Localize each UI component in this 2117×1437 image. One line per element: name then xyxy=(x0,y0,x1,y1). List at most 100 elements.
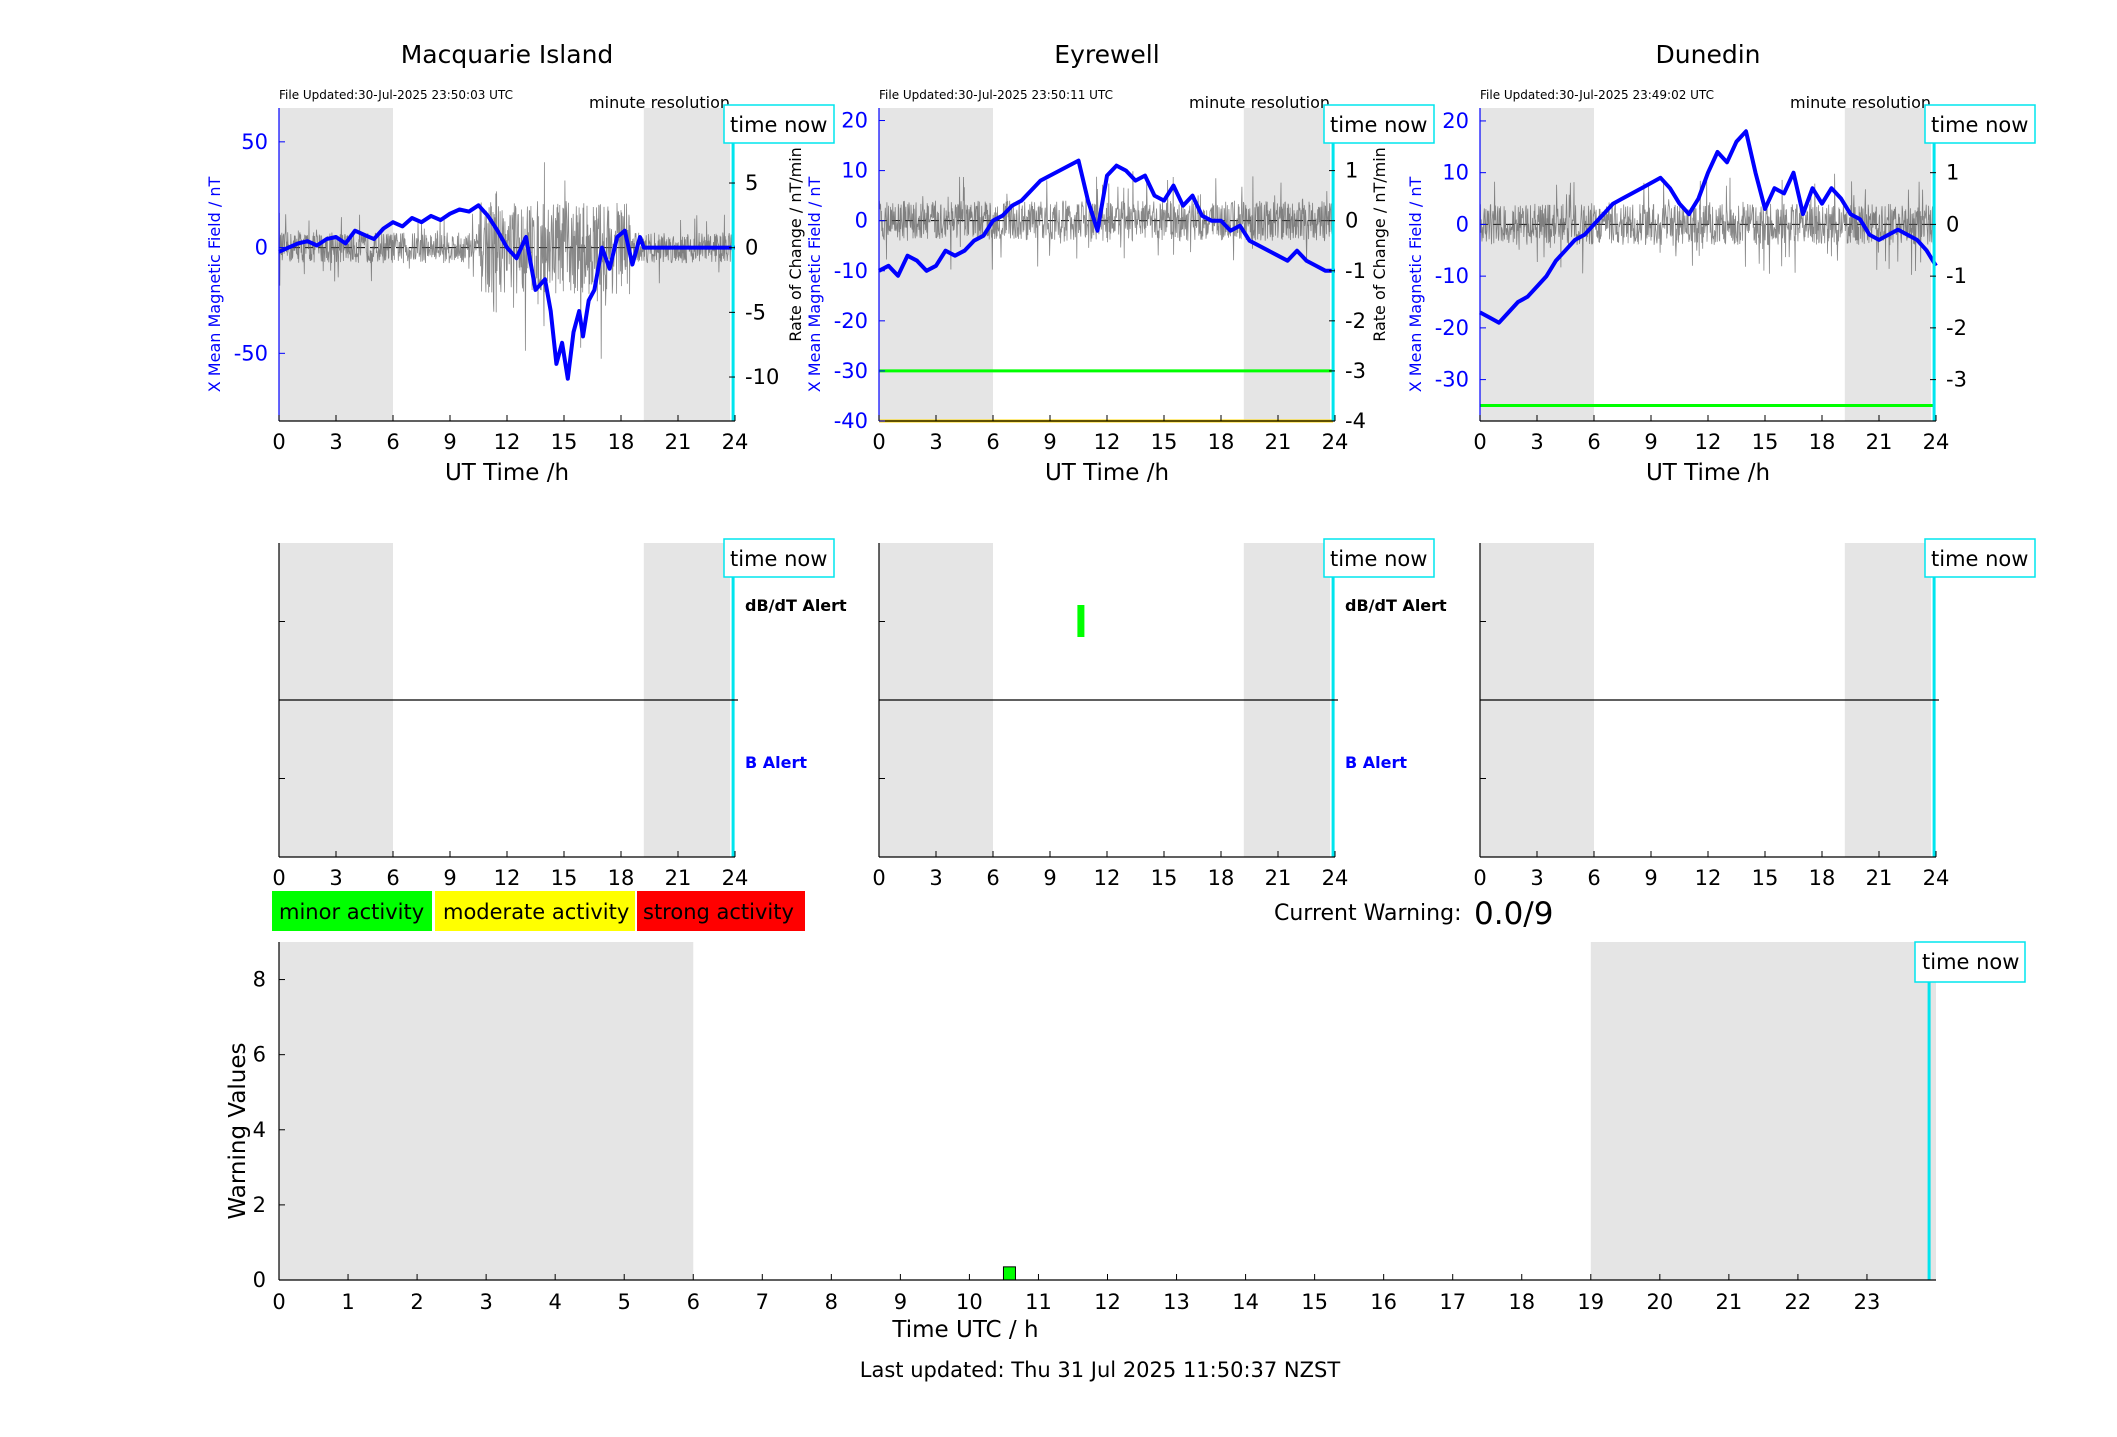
alert3-time-now-box xyxy=(1924,538,2036,578)
panel2-x-tick-label: 18 xyxy=(1208,430,1235,454)
warning-x-tick-label: 16 xyxy=(1370,1290,1397,1314)
panel2-x-tick-label: 0 xyxy=(872,430,885,454)
panel1-y-right-tick-label: -5 xyxy=(745,300,766,324)
panel3-y-tick-label: 10 xyxy=(1442,161,1469,185)
panel1-minute-resolution: minute resolution xyxy=(589,93,730,112)
legend-strong-label: strong activity xyxy=(643,900,794,924)
panel3-x-tick-label: 6 xyxy=(1587,430,1600,454)
current-warning-value: 0.0/9 xyxy=(1474,896,1553,932)
warning-x-tick-label: 1 xyxy=(341,1290,354,1314)
warning-x-tick-label: 0 xyxy=(272,1290,285,1314)
alert1-x-tick-label: 6 xyxy=(386,866,399,890)
panel3-time-now-label: time now xyxy=(1931,113,2028,137)
warning-x-tick-label: 8 xyxy=(825,1290,838,1314)
panel2-field-line xyxy=(878,158,1335,278)
panel2-y-right-tick-label: -3 xyxy=(1345,359,1366,383)
warning-night-band xyxy=(279,942,694,1280)
alert2-x-tick-label: 15 xyxy=(1151,866,1178,890)
panel2-y-right-tick-label: 1 xyxy=(1345,159,1358,183)
panel2-y-tick-label: -10 xyxy=(834,259,868,283)
panel1-y-right-tick-label: -10 xyxy=(745,365,779,389)
alert3-x-tick-label: 18 xyxy=(1809,866,1836,890)
panel2-y-right-tick-label: -4 xyxy=(1345,409,1366,433)
panel2-y-tick-label: -30 xyxy=(834,359,868,383)
panel2-y-right-tick-label: -1 xyxy=(1345,259,1366,283)
panel3-y-right-tick-label: -2 xyxy=(1946,316,1967,340)
panel3-night-band xyxy=(1480,108,1594,421)
warning-time-now-label: time now xyxy=(1922,950,2019,974)
panel2-y-right-label: Rate of Change / nT/min xyxy=(786,147,805,342)
panel2-x-tick-label: 15 xyxy=(1151,430,1178,454)
alert2-dbdt-alert-label: dB/dT Alert xyxy=(1345,596,1447,615)
alert2-b-alert-label: B Alert xyxy=(1345,753,1407,772)
panel2-y-tick-label: -20 xyxy=(834,309,868,333)
warning-x-tick-label: 22 xyxy=(1785,1290,1812,1314)
alert1-x-tick-label: 0 xyxy=(272,866,285,890)
panel1-night-band xyxy=(643,108,730,421)
warning-x-tick-label: 3 xyxy=(479,1290,492,1314)
panel2-x-tick-label: 6 xyxy=(986,430,999,454)
panel2-title: Eyrewell xyxy=(1054,40,1159,69)
panel1-time-now-label: time now xyxy=(730,113,827,137)
panel1-field-line xyxy=(278,203,735,381)
alert1-b-alert-label: B Alert xyxy=(745,753,807,772)
panel3-y-right-tick-label: 1 xyxy=(1946,161,1959,185)
alert3-x-tick-label: 3 xyxy=(1530,866,1543,890)
panel2-time-now-label: time now xyxy=(1330,113,1427,137)
panel1-x-tick-label: 24 xyxy=(722,430,749,454)
alert1-x-tick-label: 15 xyxy=(551,866,578,890)
warning-y-tick-label: 2 xyxy=(253,1193,266,1217)
alert2-x-tick-label: 3 xyxy=(929,866,942,890)
alert3-x-tick-label: 24 xyxy=(1923,866,1950,890)
panel3-y-tick-label: -20 xyxy=(1435,316,1469,340)
panel3-y-right-tick-label: 0 xyxy=(1946,212,1959,236)
alert2-x-tick-label: 9 xyxy=(1043,866,1056,890)
panel2-y-tick-label: -40 xyxy=(834,409,868,433)
panel1-y-right-tick-label: 5 xyxy=(745,171,758,195)
warning-x-tick-label: 14 xyxy=(1232,1290,1259,1314)
panel2-y-tick-label: 10 xyxy=(841,159,868,183)
panel2-x-tick-label: 24 xyxy=(1322,430,1349,454)
warning-x-tick-label: 20 xyxy=(1646,1290,1673,1314)
panel3-y-tick-label: -30 xyxy=(1435,368,1469,392)
panel2-y-tick-label: 20 xyxy=(841,109,868,133)
warning-bar xyxy=(1002,1266,1016,1281)
panel1-y-label: X Mean Magnetic Field / nT xyxy=(205,177,224,393)
warning-x-tick-label: 11 xyxy=(1025,1290,1052,1314)
panel3-x-tick-label: 9 xyxy=(1644,430,1657,454)
alert1-x-tick-label: 18 xyxy=(608,866,635,890)
activity-legend: minor activity moderate activity strong … xyxy=(272,891,805,931)
panel2-file-updated: File Updated:30-Jul-2025 23:50:11 UTC xyxy=(879,88,1113,102)
panel1-x-tick-label: 3 xyxy=(329,430,342,454)
panel3-x-tick-label: 21 xyxy=(1866,430,1893,454)
panel1-y-tick-label: 0 xyxy=(255,236,268,260)
panel3-x-label: UT Time /h xyxy=(1646,460,1770,486)
panel1-x-tick-label: 18 xyxy=(608,430,635,454)
panel3-x-tick-label: 12 xyxy=(1695,430,1722,454)
panel3-field-line xyxy=(1479,129,1938,325)
panel2-time-now-box xyxy=(1323,104,1435,144)
alert2-time-now-box xyxy=(1323,538,1435,578)
panel2-y-label: X Mean Magnetic Field / nT xyxy=(805,177,824,393)
panel3-y-right-label: Rate of Change / nT/min xyxy=(1370,147,1389,342)
panel1-y-tick-label: 50 xyxy=(241,130,268,154)
alert3-x-tick-label: 15 xyxy=(1752,866,1779,890)
panel3-y-right-tick-label: -3 xyxy=(1946,368,1967,392)
panel1-x-label: UT Time /h xyxy=(445,460,569,486)
warning-y-tick-label: 6 xyxy=(253,1043,266,1067)
panel1-rate-of-change-line xyxy=(278,162,734,359)
panel1-y-tick-label: -50 xyxy=(234,341,268,365)
alert1-time-now-label: time now xyxy=(730,547,827,571)
legend-moderate-label: moderate activity xyxy=(443,900,629,924)
warning-x-tick-label: 17 xyxy=(1439,1290,1466,1314)
panel3-y-right-tick-label: -1 xyxy=(1946,264,1967,288)
alert2-x-tick-label: 18 xyxy=(1208,866,1235,890)
legend-minor-swatch xyxy=(272,891,432,931)
panel2-x-tick-label: 12 xyxy=(1094,430,1121,454)
warning-x-tick-label: 10 xyxy=(956,1290,983,1314)
panel3-x-tick-label: 15 xyxy=(1752,430,1779,454)
legend-minor-label: minor activity xyxy=(279,900,424,924)
alert2-minor-alert-mark xyxy=(1077,605,1085,637)
alert3-x-tick-label: 9 xyxy=(1644,866,1657,890)
warning-x-tick-label: 5 xyxy=(618,1290,631,1314)
